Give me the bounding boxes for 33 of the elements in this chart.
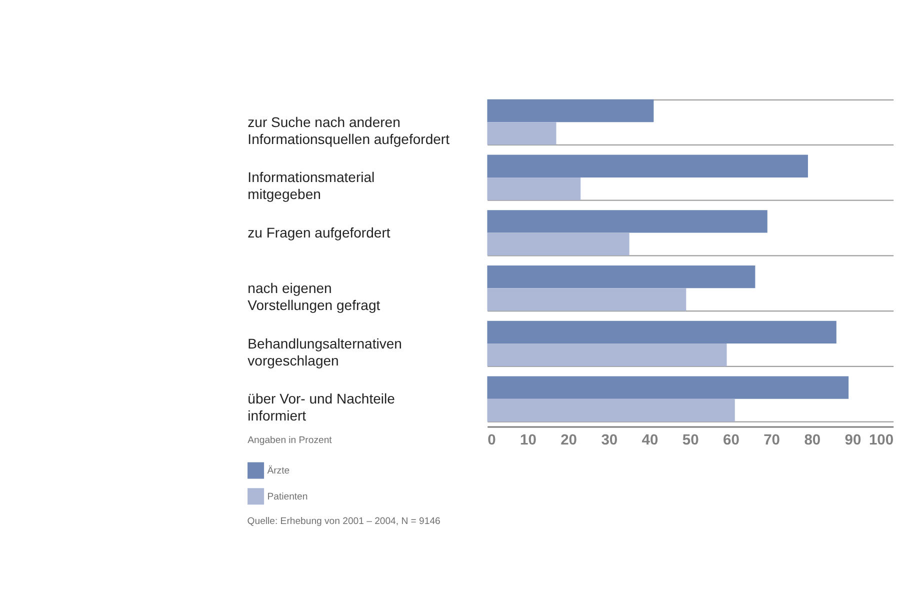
y-tick-label: Informationsmaterial mitgegeben bbox=[248, 169, 375, 202]
y-tick-label: über Vor- und Nachteile informiert bbox=[248, 390, 396, 424]
x-axis-title: Angaben in Prozent bbox=[248, 435, 332, 446]
bar bbox=[487, 122, 556, 145]
bar bbox=[487, 154, 808, 178]
bar bbox=[487, 99, 654, 122]
x-tick-label: 50 bbox=[682, 432, 699, 449]
bar bbox=[487, 210, 768, 233]
source-note: Quelle: Erhebung von 2001 – 2004, N = 9146 bbox=[247, 516, 440, 528]
x-tick-label: 0 bbox=[488, 432, 496, 449]
x-tick-label: 70 bbox=[764, 432, 780, 449]
x-tick-label: 100 bbox=[868, 432, 894, 449]
legend-label: Ärzte bbox=[267, 464, 290, 476]
y-tick-label: Behandlungsalternativen vorgeschlagen bbox=[248, 335, 402, 368]
bar bbox=[487, 320, 836, 344]
bar bbox=[487, 344, 727, 366]
x-tick-label: 40 bbox=[642, 432, 658, 449]
x-tick-label: 20 bbox=[560, 432, 578, 449]
x-tick-label: 30 bbox=[601, 432, 618, 449]
y-tick-label: zu Fragen aufgefordert bbox=[248, 224, 390, 241]
x-tick-label: 10 bbox=[520, 432, 536, 449]
legend-label: Patienten bbox=[267, 491, 308, 502]
x-tick-label: 80 bbox=[804, 432, 821, 449]
bar bbox=[487, 376, 849, 399]
bar bbox=[487, 398, 735, 422]
y-tick-label: nach eigenen Vorstellungen gefragt bbox=[248, 280, 380, 313]
bar bbox=[487, 232, 630, 256]
x-tick-label: 60 bbox=[722, 432, 740, 449]
x-tick-label: 90 bbox=[844, 432, 862, 449]
bar bbox=[487, 288, 686, 311]
bar bbox=[487, 177, 581, 200]
y-tick-label: zur Suche nach anderen Informationsquellen aufgefordert bbox=[248, 114, 450, 147]
bar bbox=[487, 265, 756, 288]
